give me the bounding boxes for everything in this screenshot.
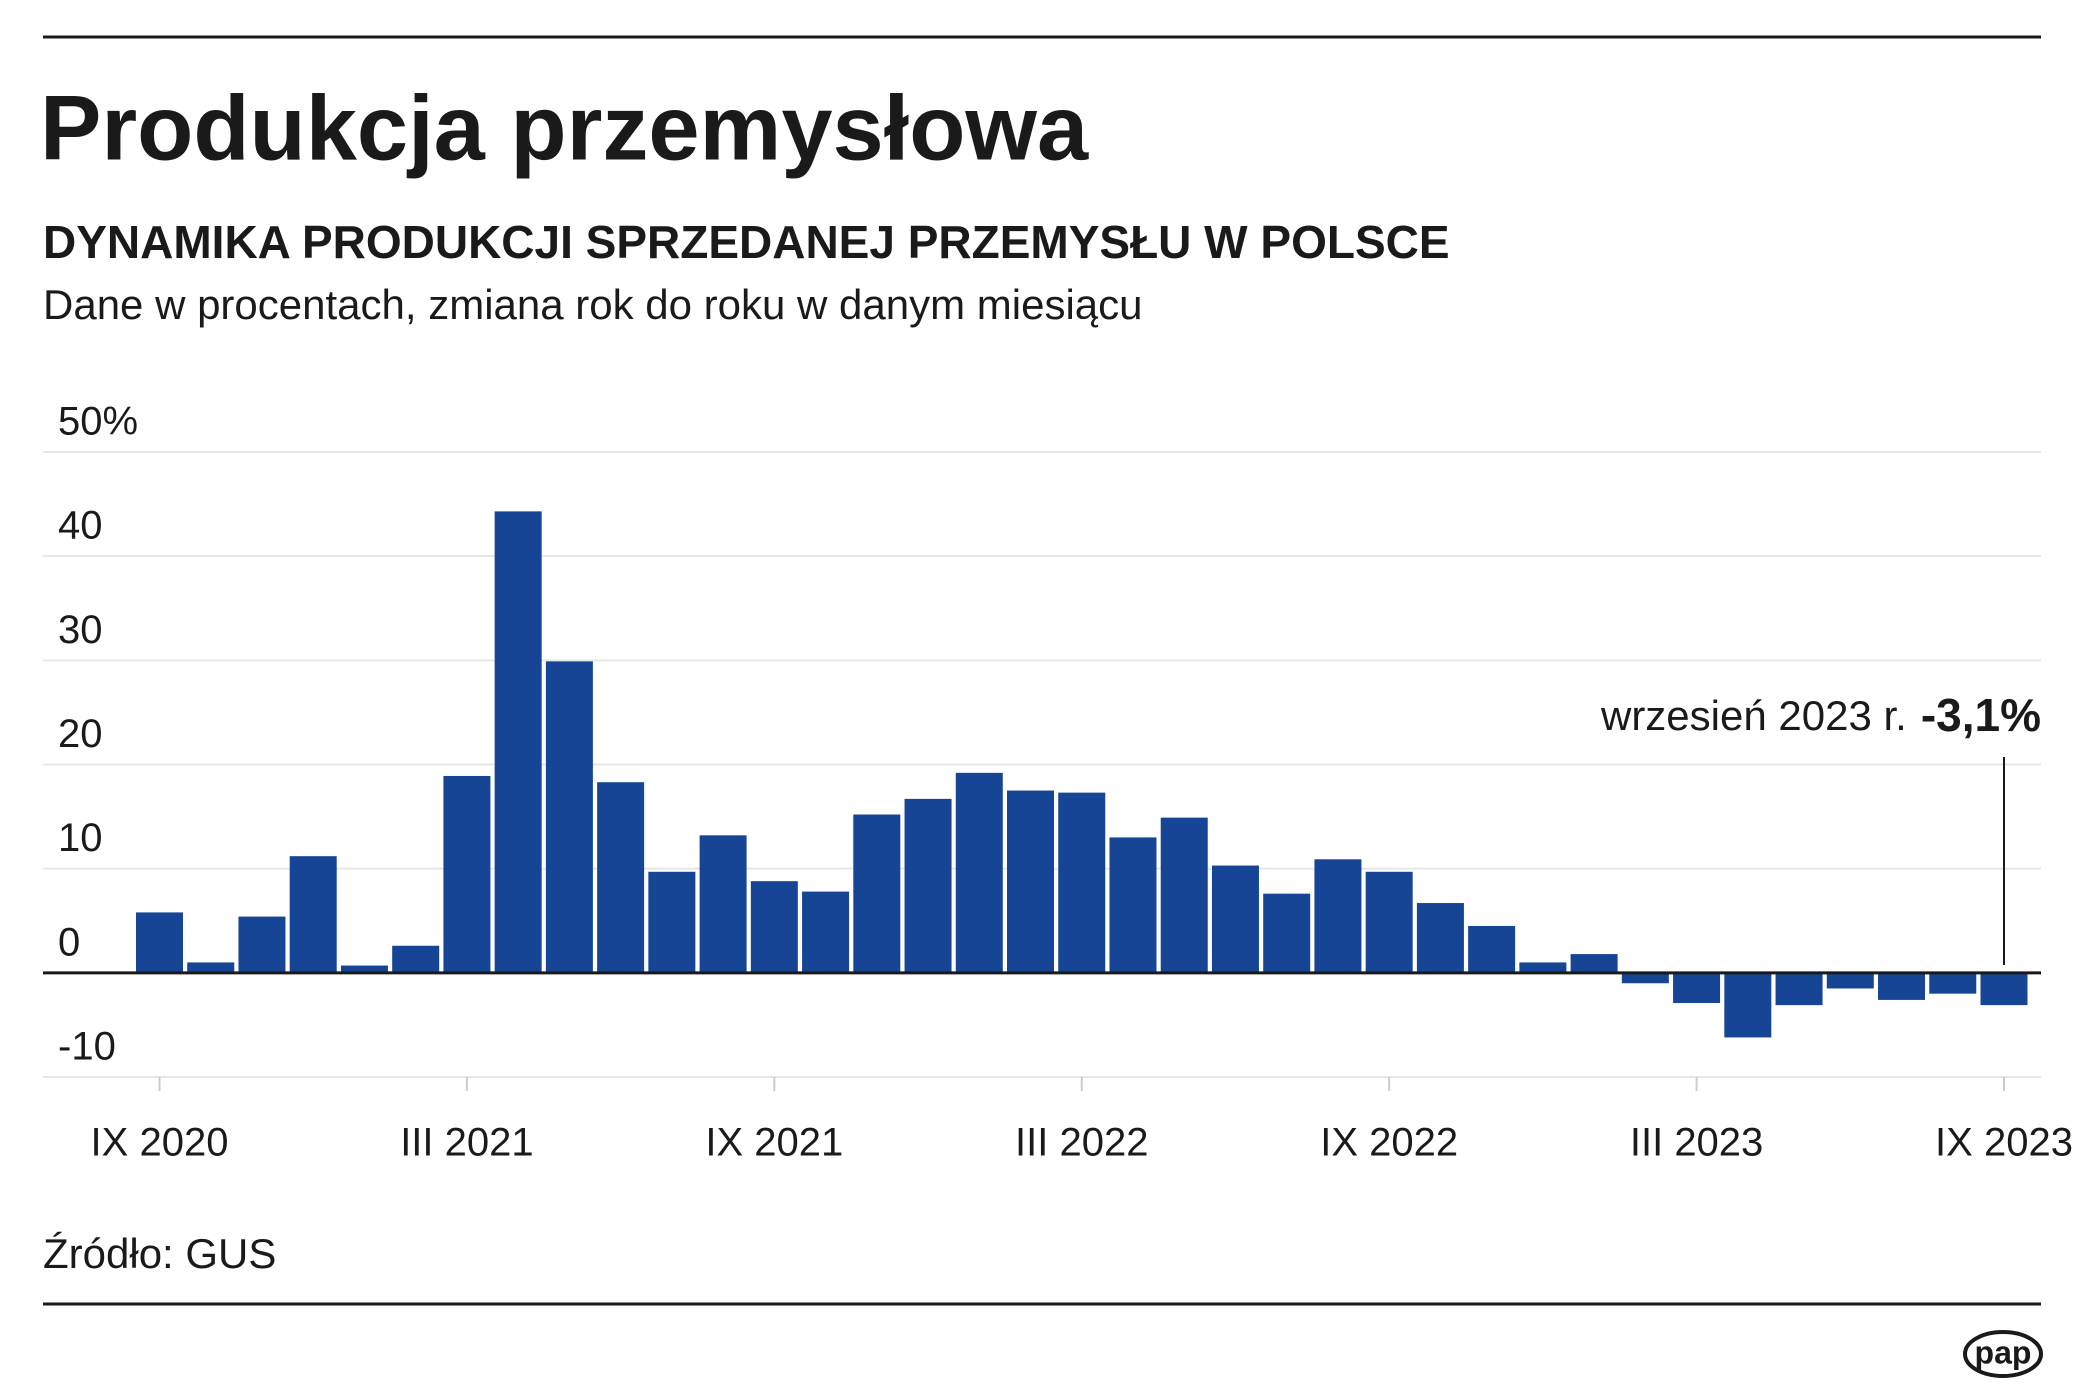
y-tick-label: 50% — [58, 400, 138, 444]
bar — [648, 871, 696, 973]
x-tick-label: IX 2022 — [1320, 1121, 1458, 1165]
bar — [955, 772, 1003, 973]
bar — [1314, 859, 1362, 973]
logo: pap — [1975, 1334, 2032, 1370]
bar — [1263, 893, 1311, 973]
chart-subtitle: DYNAMIKA PRODUKCJI SPRZEDANEJ PRZEMYSŁU … — [43, 216, 1450, 268]
x-tick-label: IX 2020 — [91, 1121, 229, 1165]
bar — [443, 775, 491, 973]
bar — [699, 835, 747, 973]
annotation-text: wrzesień 2023 r. — [1600, 692, 1907, 739]
x-tick-label: III 2023 — [1630, 1121, 1763, 1165]
bar — [494, 511, 542, 973]
bar — [853, 814, 901, 973]
bar — [1058, 792, 1106, 973]
bar — [1878, 972, 1926, 1000]
y-tick-label: 40 — [58, 504, 103, 548]
bar — [238, 916, 286, 973]
bar — [1621, 972, 1669, 984]
y-tick-label: 30 — [58, 608, 103, 652]
bar — [1570, 954, 1618, 973]
bar — [802, 891, 850, 973]
bar — [1724, 972, 1772, 1038]
bar — [545, 661, 593, 973]
bar — [136, 912, 183, 973]
bar — [1929, 972, 1977, 994]
source: Źródło: GUS — [43, 1230, 276, 1277]
bar — [1775, 972, 1823, 1006]
bar — [1980, 972, 2028, 1006]
bar — [392, 945, 440, 973]
bar — [187, 962, 235, 973]
annotation-value: -3,1% — [1921, 689, 2041, 741]
bar — [1007, 790, 1055, 973]
bar — [1160, 817, 1208, 973]
x-tick-label: IX 2021 — [705, 1121, 843, 1165]
x-tick-label: III 2022 — [1015, 1121, 1148, 1165]
bar — [597, 782, 645, 973]
bar — [289, 856, 337, 973]
y-tick-label: 0 — [58, 920, 80, 964]
y-tick-label: -10 — [58, 1025, 116, 1069]
logo-frame — [1963, 1330, 2043, 1378]
bar — [340, 965, 388, 973]
bar — [1365, 871, 1413, 973]
bar — [1673, 972, 1721, 1004]
bar — [904, 798, 952, 973]
bar — [1519, 962, 1567, 973]
x-tick-label: III 2021 — [400, 1121, 533, 1165]
chart-description: Dane w procentach, zmiana rok do roku w … — [43, 281, 1143, 328]
chart-title: Produkcja przemysłowa — [40, 77, 1089, 179]
bar — [750, 881, 798, 973]
x-tick-label: IX 2023 — [1935, 1121, 2073, 1165]
bar — [1416, 903, 1464, 973]
y-tick-label: 10 — [58, 816, 103, 860]
bar — [1468, 925, 1516, 973]
bar — [1109, 837, 1157, 973]
bar — [1826, 972, 1874, 989]
y-tick-label: 20 — [58, 712, 103, 756]
bar — [1211, 865, 1259, 973]
